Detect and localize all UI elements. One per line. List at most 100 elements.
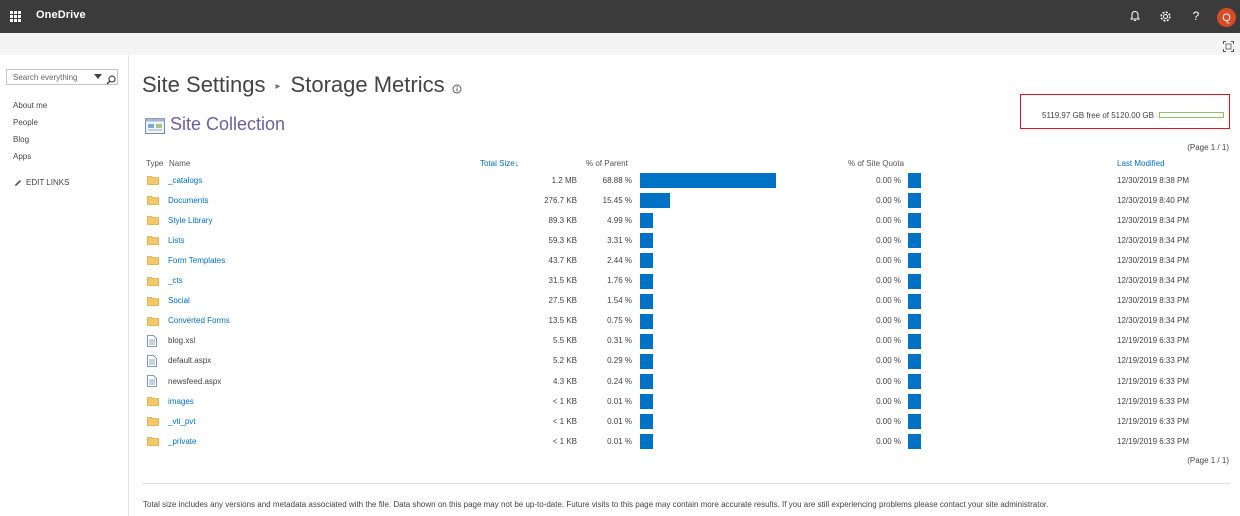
edit-links-button[interactable]: EDIT LINKS	[14, 178, 69, 187]
row-last-modified: 12/30/2019 8:34 PM	[1117, 255, 1190, 265]
focus-content-icon[interactable]	[1223, 39, 1234, 52]
row-percent-of-site-quota: 0.00 %	[876, 356, 901, 366]
section-title: Site Collection	[170, 114, 286, 134]
row-percent-of-site-quota: 0.00 %	[876, 175, 901, 185]
quota-text: 5119.97 GB free of 5120.00 GB	[1042, 111, 1154, 120]
parent-percent-bar	[640, 213, 653, 229]
row-percent-of-parent: 0.31 %	[607, 336, 632, 346]
row-name[interactable]: Lists	[168, 235, 185, 245]
table-row: Form Templates 43.7 KB 2.44 % 0.00 % 12/30/2…	[0, 250, 1240, 270]
row-name[interactable]: _cts	[168, 276, 183, 285]
help-icon[interactable]: ?	[1188, 8, 1204, 24]
row-percent-of-parent: 1.54 %	[607, 296, 632, 306]
search-icon[interactable]	[106, 72, 116, 90]
row-total-size: < 1 KB	[552, 436, 577, 446]
parent-percent-bar	[640, 394, 653, 410]
quota-percent-bar	[908, 233, 921, 249]
breadcrumb-storage-metrics: Storage Metrics	[290, 72, 445, 97]
row-percent-of-site-quota: 0.00 %	[876, 195, 901, 205]
row-last-modified: 12/30/2019 8:40 PM	[1117, 195, 1190, 205]
row-last-modified: 12/19/2019 6:33 PM	[1117, 436, 1190, 446]
search-scope-dropdown[interactable]	[94, 74, 102, 79]
table-row: _catalogs 1.2 MB 68.88 % 0.00 % 12/30/2019 8…	[0, 170, 1240, 190]
column-header-percent-of-site-quota: % of Site Quota	[848, 159, 905, 168]
quota-usage-bar	[1159, 112, 1224, 118]
app-name[interactable]: OneDrive	[36, 9, 86, 21]
row-last-modified: 12/19/2019 6:33 PM	[1117, 396, 1190, 406]
row-percent-of-site-quota: 0.00 %	[876, 316, 901, 326]
parent-percent-bar	[640, 374, 653, 389]
row-percent-of-parent: 1.76 %	[607, 276, 632, 285]
parent-percent-bar	[640, 173, 776, 188]
table-row: blog.xsl 5.5 KB 0.31 % 0.00 % 12/19/2019 6:3…	[0, 331, 1240, 351]
column-header-total-size[interactable]: Total Size↓	[480, 159, 519, 168]
row-percent-of-site-quota: 0.00 %	[876, 396, 901, 406]
table-row: Lists 59.3 KB 3.31 % 0.00 % 12/30/2019 8:34 …	[0, 230, 1240, 250]
row-total-size: 4.3 KB	[552, 376, 577, 386]
bell-icon[interactable]	[1127, 8, 1143, 24]
row-name: default.aspx	[168, 356, 212, 366]
row-name[interactable]: _private	[168, 436, 197, 446]
total-size-label: Total Size	[480, 159, 515, 168]
row-name[interactable]: Documents	[168, 195, 209, 205]
nav-item-blog[interactable]: Blog	[13, 135, 30, 144]
row-last-modified: 12/30/2019 8:38 PM	[1117, 175, 1190, 185]
sort-arrow-icon: ↓	[514, 159, 519, 168]
divider	[142, 483, 1230, 484]
row-percent-of-site-quota: 0.00 %	[876, 235, 901, 245]
nav-item-people[interactable]: People	[13, 118, 38, 127]
column-header-name: Name	[169, 159, 191, 168]
gear-icon[interactable]	[1157, 8, 1173, 24]
parent-percent-bar	[640, 233, 653, 249]
row-percent-of-site-quota: 0.00 %	[876, 336, 901, 346]
quota-percent-bar	[908, 374, 921, 389]
folder-icon	[147, 311, 159, 331]
row-last-modified: 12/19/2019 6:33 PM	[1117, 416, 1190, 426]
row-total-size: < 1 KB	[552, 396, 577, 406]
column-header-last-modified[interactable]: Last Modified	[1117, 159, 1165, 168]
parent-percent-bar	[640, 414, 653, 430]
row-name[interactable]: Converted Forms	[168, 316, 230, 326]
table-row: images < 1 KB 0.01 % 0.00 % 12/19/2019 6:33 …	[0, 391, 1240, 411]
row-percent-of-parent: 2.44 %	[607, 255, 632, 265]
nav-item-about-me[interactable]: About me	[13, 101, 48, 110]
help-glyph: ?	[1192, 9, 1200, 23]
parent-percent-bar	[640, 273, 653, 289]
row-percent-of-parent: 3.31 %	[607, 235, 632, 245]
row-last-modified: 12/30/2019 8:34 PM	[1117, 215, 1190, 225]
site-collection-icon	[145, 116, 166, 140]
row-name[interactable]: _vti_pvt	[168, 416, 196, 426]
quota-percent-bar	[908, 394, 921, 410]
edit-links-label: EDIT LINKS	[26, 178, 70, 187]
quota-percent-bar	[908, 414, 921, 430]
row-last-modified: 12/30/2019 8:33 PM	[1117, 296, 1190, 306]
row-total-size: < 1 KB	[552, 416, 577, 426]
row-percent-of-site-quota: 0.00 %	[876, 376, 901, 386]
waffle-icon[interactable]	[10, 11, 21, 22]
search-input[interactable]	[7, 70, 87, 84]
parent-percent-bar	[640, 313, 653, 329]
row-total-size: 27.5 KB	[548, 296, 577, 306]
row-total-size: 5.5 KB	[552, 336, 577, 346]
avatar[interactable]: Q	[1217, 8, 1236, 27]
column-header-percent-of-parent: % of Parent	[586, 159, 628, 168]
breadcrumb-site-settings[interactable]: Site Settings	[142, 72, 266, 97]
quota-percent-bar	[908, 333, 921, 349]
nav-item-apps[interactable]: Apps	[13, 152, 32, 161]
row-total-size: 59.3 KB	[548, 235, 577, 245]
row-name[interactable]: _catalogs	[168, 175, 203, 185]
row-name[interactable]: Social	[168, 296, 190, 306]
row-percent-of-parent: 0.01 %	[607, 416, 632, 426]
row-name[interactable]: Style Library	[168, 215, 213, 225]
row-total-size: 276.7 KB	[544, 195, 577, 205]
row-last-modified: 12/30/2019 8:34 PM	[1117, 316, 1190, 326]
page-title: Site Settings ▸ Storage Metrics	[142, 72, 462, 98]
info-icon[interactable]	[452, 74, 462, 100]
table-row: Documents 276.7 KB 15.45 % 0.00 % 12/30/2019…	[0, 190, 1240, 210]
pencil-icon	[15, 179, 21, 186]
parent-percent-bar	[640, 333, 653, 349]
row-total-size: 5.2 KB	[552, 356, 577, 366]
row-name[interactable]: images	[168, 396, 194, 406]
folder-icon	[147, 190, 159, 210]
row-name[interactable]: Form Templates	[168, 255, 226, 265]
